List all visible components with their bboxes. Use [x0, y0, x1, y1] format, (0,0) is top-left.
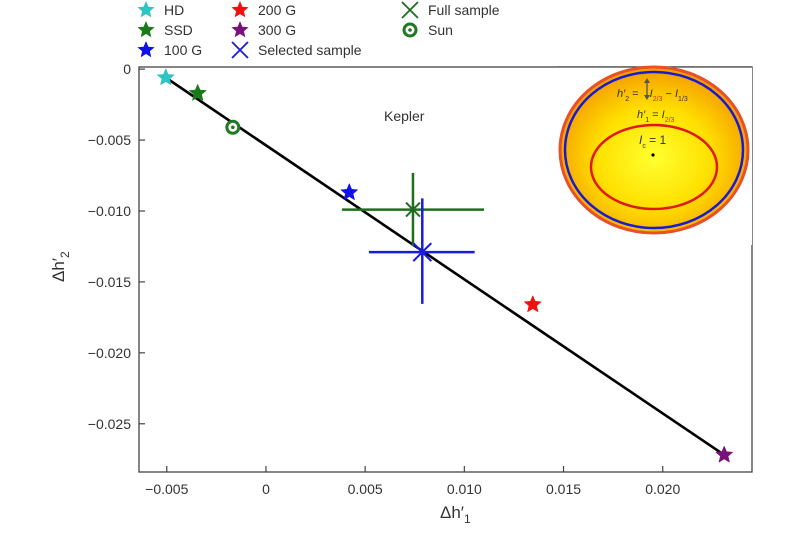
- inset-limb-ring: [563, 70, 745, 230]
- cross-icon: [401, 1, 419, 19]
- limb-darkening-inset: h′2 = I2/3 − I1/3 h′1 = I2/3 Ic = 1: [557, 65, 752, 245]
- legend: HD SSD 100 G 200 G 300 G Selected sample Full …: [137, 1, 500, 59]
- legend-label: Full sample: [428, 2, 500, 18]
- inset-ic-equation: Ic = 1: [639, 133, 667, 150]
- star-icon: [231, 1, 249, 18]
- y-tick-label: −0.010: [88, 203, 131, 219]
- star-300-g: [715, 445, 734, 463]
- star-icon: [231, 21, 249, 38]
- star-icon: [137, 1, 155, 18]
- cross-icon: [231, 41, 249, 59]
- legend-item-sun: Sun: [402, 22, 453, 38]
- y-tick-label: −0.005: [88, 132, 131, 148]
- inset-h1-equation: h′1 = I2/3: [637, 109, 675, 124]
- legend-item-hd: HD: [137, 1, 184, 18]
- sun-icon-center: [408, 28, 412, 32]
- x-axis-label: Δh′1: [440, 503, 471, 526]
- inset-outer-ring: [558, 65, 750, 235]
- legend-item-200-g: 200 G: [231, 1, 296, 18]
- y-axis-label: Δh′2: [49, 251, 72, 282]
- inset-center-dot: [651, 153, 655, 157]
- y-tick-label: −0.020: [88, 345, 131, 361]
- inset-h2-equation: h′2 = I2/3 − I1/3: [617, 88, 688, 103]
- y-tick-label: −0.015: [88, 274, 131, 290]
- y-tick-label: 0: [123, 61, 131, 77]
- x-tick-label: 0.010: [447, 481, 482, 497]
- model-line: [165, 76, 725, 457]
- legend-item-100-g: 100 G: [137, 41, 202, 58]
- star-icon: [137, 21, 155, 38]
- x-tick-label: −0.005: [145, 481, 188, 497]
- x-marker: [412, 242, 432, 262]
- x-marker: [405, 201, 421, 218]
- star-hd: [156, 67, 175, 86]
- star-100-g: [340, 182, 359, 201]
- legend-item-full-sample: Full sample: [401, 1, 500, 19]
- inset-inner-ring: [589, 123, 719, 211]
- legend-item-300-g: 300 G: [231, 21, 296, 38]
- legend-item-selected-sample: Selected sample: [231, 41, 362, 59]
- legend-label: 100 G: [164, 42, 202, 58]
- x-axis: −0.005 0 0.005 0.010 0.015 0.020: [145, 466, 680, 497]
- x-tick-label: 0: [262, 481, 270, 497]
- legend-label: 300 G: [258, 22, 296, 38]
- y-axis: 0 −0.005 −0.010 −0.015 −0.020 −0.025: [88, 61, 145, 432]
- plot-frame: [138, 66, 753, 473]
- x-tick-label: 0.005: [348, 481, 383, 497]
- legend-label: Sun: [428, 22, 453, 38]
- legend-label: SSD: [164, 22, 193, 38]
- x-tick-label: 0.020: [645, 481, 680, 497]
- kepler-annotation: Kepler: [384, 108, 425, 124]
- sun-marker-center: [231, 125, 235, 130]
- full-sample-point: [341, 172, 484, 247]
- star-ssd: [188, 83, 207, 102]
- legend-label: Selected sample: [258, 42, 362, 58]
- legend-label: 200 G: [258, 2, 296, 18]
- legend-item-ssd: SSD: [137, 21, 193, 38]
- star-200-g: [523, 294, 542, 313]
- plot-area: [156, 67, 734, 463]
- y-tick-label: −0.025: [88, 416, 131, 432]
- x-tick-label: 0.015: [546, 481, 581, 497]
- legend-label: HD: [164, 2, 184, 18]
- star-icon: [137, 41, 155, 58]
- selected-sample-point: [368, 198, 475, 304]
